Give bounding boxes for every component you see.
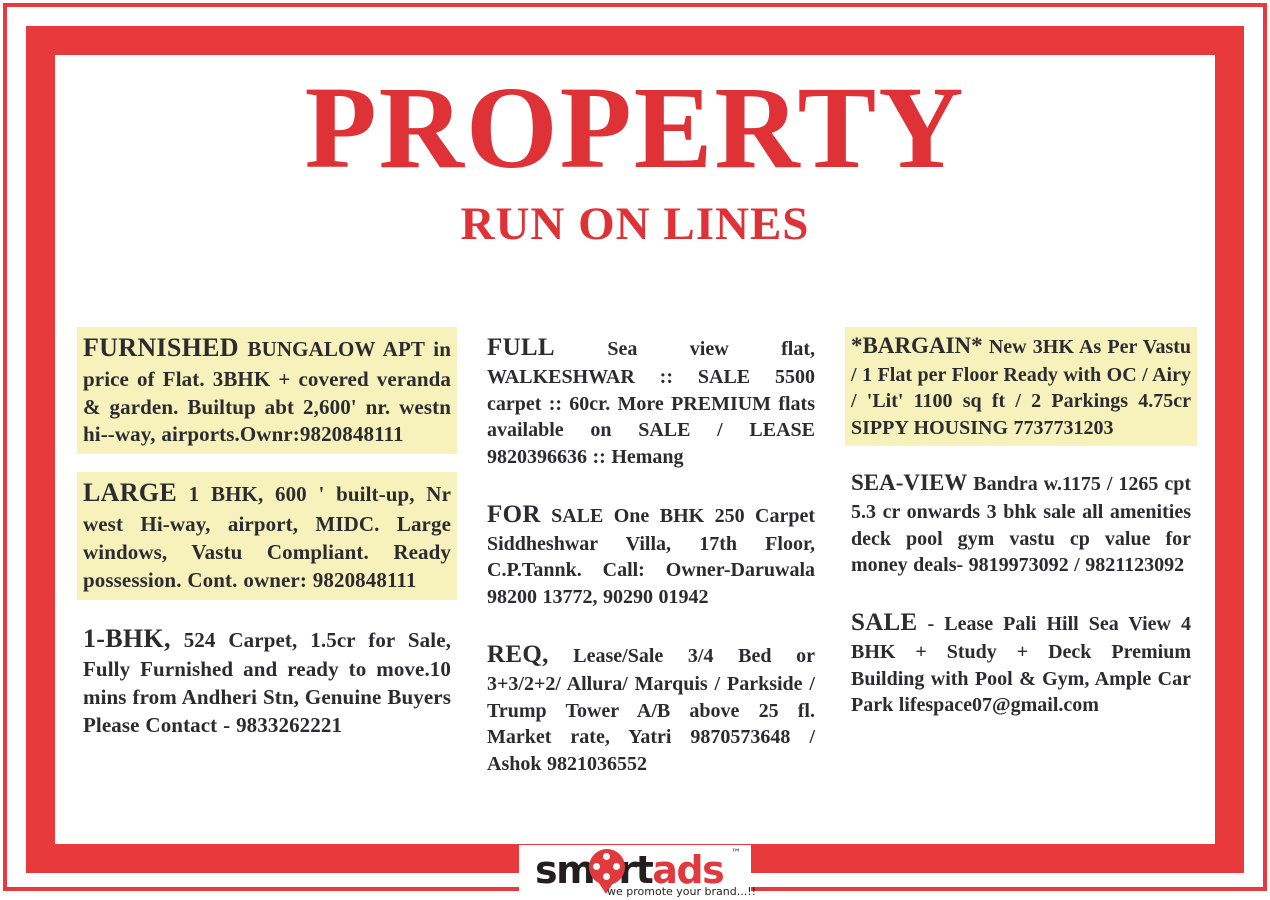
ad-body-text: BUNGALOW APT in price of Flat. 3BHK + co… — [83, 337, 451, 447]
page-subtitle: RUN ON LINES — [460, 198, 810, 250]
ad-body-text: Sea view flat, WALKESHWAR :: SALE 5500 c… — [487, 338, 815, 469]
ad-req-lease-sale[interactable]: REQ, Lease/Sale 3/4 Bed or 3+3/2+2/ Allu… — [481, 634, 821, 783]
ad-1bhk-524-carpet[interactable]: 1-BHK, 524 Carpet, 1.5cr for Sale, Fully… — [77, 618, 457, 745]
logo-pin-shape — [597, 879, 615, 894]
ad-full-sea-view-flat[interactable]: FULL Sea view flat, WALKESHWAR :: SALE 5… — [481, 327, 821, 476]
ad-sea-view-bandra[interactable]: SEA-VIEW Bandra w.1175 / 1265 cpt 5.3 cr… — [845, 464, 1197, 583]
ad-lead-keyword: 1-BHK, — [83, 623, 171, 653]
ad-lead-keyword: FURNISHED — [83, 333, 239, 362]
ad-lead-keyword: FULL — [487, 334, 555, 361]
ad-body-text: Lease/Sale 3/4 Bed or 3+3/2+2/ Allura/ M… — [487, 644, 816, 775]
film-reel-icon — [589, 848, 625, 885]
trademark-symbol: ™ — [731, 847, 741, 859]
page-title: PROPERTY — [304, 62, 966, 193]
ad-body-text: 524 Carpet, 1.5cr for Sale, Fully Furnis… — [83, 627, 451, 738]
ad-lead-keyword: FOR — [487, 500, 541, 528]
ad-lead-keyword: *BARGAIN* — [851, 333, 983, 358]
ad-body-text: Bandra w.1175 / 1265 cpt 5.3 cr onwards … — [851, 473, 1191, 577]
ad-large-1bhk[interactable]: LARGE 1 BHK, 600 ' built-up, Nr west Hi-… — [77, 472, 457, 600]
ad-for-sale-one-bhk[interactable]: FOR SALE One BHK 250 Carpet Siddheshwar … — [481, 494, 821, 616]
logo-text-ads: ads — [652, 847, 724, 892]
logo-tagline: we promote your brand...!! — [607, 884, 757, 898]
ad-lead-keyword: SALE — [851, 608, 918, 636]
ad-column-2: FULL Sea view flat, WALKESHWAR :: SALE 5… — [481, 327, 821, 782]
ad-column-1: FURNISHED BUNGALOW APT in price of Flat.… — [77, 327, 457, 745]
ad-body-text: New 3HK As Per Vastu / 1 Flat per Floor … — [851, 336, 1192, 439]
smartads-logo-plate: smartads ™ we promote your brand...!! — [519, 845, 756, 900]
ad-sale-lease-pali-hill[interactable]: SALE - Lease Pali Hill Sea View 4 BHK + … — [845, 602, 1197, 724]
ad-column-3: *BARGAIN* New 3HK As Per Vastu / 1 Flat … — [845, 327, 1197, 724]
ad-body-text: 1 BHK, 600 ' built-up, Nr west Hi-way, a… — [83, 482, 451, 592]
ad-bargain-new-3hk[interactable]: *BARGAIN* New 3HK As Per Vastu / 1 Flat … — [845, 327, 1197, 447]
ad-lead-keyword: SEA-VIEW — [851, 470, 968, 496]
ad-lead-keyword: LARGE — [83, 478, 177, 508]
ad-body-text: SALE One BHK 250 Carpet Siddheshwar Vill… — [487, 504, 815, 609]
ad-lead-keyword: REQ, — [487, 640, 549, 668]
logo-text-sm: sm — [535, 847, 596, 892]
masthead: PROPERTY RUN ON LINES — [55, 55, 1215, 248]
ad-columns: FURNISHED BUNGALOW APT in price of Flat.… — [77, 327, 1197, 782]
content-sheet: PROPERTY RUN ON LINES FURNISHED BUNGALOW… — [55, 55, 1215, 844]
ad-furnished-bungalow[interactable]: FURNISHED BUNGALOW APT in price of Flat.… — [77, 327, 457, 455]
smartads-wordmark: smartads — [535, 847, 725, 892]
smartads-logo: smartads ™ we promote your brand...!! — [535, 847, 756, 898]
ad-body-text: - Lease Pali Hill Sea View 4 BHK + Study… — [851, 612, 1192, 717]
